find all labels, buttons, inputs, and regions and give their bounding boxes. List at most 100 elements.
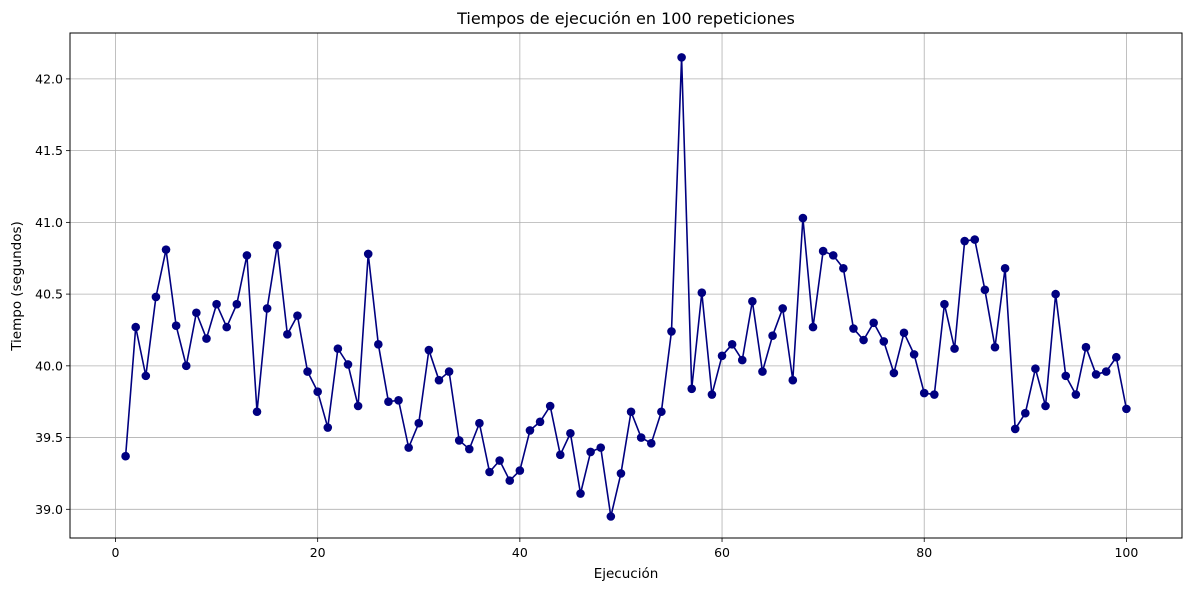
data-point (636, 433, 646, 442)
data-point (889, 368, 899, 378)
data-point (1081, 342, 1091, 352)
data-point (717, 351, 727, 361)
data-point (394, 395, 403, 405)
y-tick-label: 40.5 (35, 287, 63, 302)
data-point (566, 428, 575, 438)
data-point (485, 467, 494, 477)
data-point (121, 451, 130, 461)
data-point (181, 361, 191, 371)
data-point (1071, 390, 1081, 399)
data-point (839, 263, 848, 273)
data-point (626, 407, 636, 417)
data-point (192, 308, 201, 318)
data-point (444, 367, 454, 376)
data-point (1041, 401, 1050, 411)
data-point (930, 390, 939, 399)
data-point (727, 340, 737, 349)
data-point (293, 311, 302, 320)
x-tick-label: 80 (916, 545, 932, 560)
x-tick-label: 60 (714, 545, 730, 560)
data-point (545, 401, 555, 411)
y-tick-label: 39.0 (35, 502, 63, 517)
data-point (697, 288, 707, 297)
data-point (333, 344, 343, 353)
data-point (414, 418, 424, 428)
data-point (707, 390, 717, 399)
data-point (424, 345, 434, 355)
x-tick-label: 20 (310, 545, 326, 560)
data-point (222, 322, 231, 332)
data-point (970, 235, 980, 244)
data-point (677, 53, 686, 62)
plot-frame (69, 32, 1183, 539)
data-point (919, 388, 929, 398)
data-point (748, 296, 757, 306)
data-point (1000, 263, 1010, 273)
data-point (990, 342, 1000, 352)
data-point (646, 439, 656, 448)
data-point (272, 241, 282, 250)
data-point (687, 384, 697, 394)
data-point (849, 324, 858, 333)
data-point (323, 423, 333, 432)
data-point (212, 299, 221, 309)
axis-ticks: 0 20 40 60 80 100 39.0 39.5 40.0 40.5 41.0 41.5 42.0 (35, 71, 1138, 560)
data-point (950, 344, 959, 353)
data-point (151, 292, 161, 302)
data-point (374, 340, 383, 349)
data-point (454, 436, 464, 445)
data-point (535, 417, 545, 427)
data-point (616, 469, 626, 478)
data-point (737, 355, 747, 365)
data-point (606, 512, 616, 521)
data-point (768, 331, 777, 341)
data-point (161, 245, 171, 254)
data-point (232, 299, 242, 309)
data-point (1061, 371, 1071, 381)
y-tick-label: 39.5 (35, 430, 63, 445)
data-point (1031, 364, 1040, 374)
data-point (343, 360, 353, 369)
data-point (242, 251, 252, 260)
data-point (475, 418, 484, 428)
x-tick-label: 40 (512, 545, 528, 560)
data-point (828, 251, 838, 260)
data-point (798, 213, 808, 223)
data-point (353, 401, 363, 411)
data-series (121, 53, 1131, 521)
data-point (1051, 289, 1060, 299)
grid-lines (70, 33, 1182, 538)
x-tick-label: 100 (1114, 545, 1138, 560)
data-point (404, 443, 413, 452)
data-point (1021, 408, 1030, 418)
data-point (555, 450, 565, 460)
series-line (124, 56, 1128, 518)
data-point (131, 322, 141, 332)
data-point (283, 329, 292, 339)
data-point (202, 334, 211, 343)
data-point (869, 318, 878, 328)
data-point (495, 456, 504, 465)
data-point (465, 444, 474, 454)
data-point (758, 367, 767, 376)
data-point (1101, 367, 1111, 376)
data-point (586, 447, 595, 457)
data-point (879, 337, 889, 346)
data-point (313, 387, 322, 396)
data-point (940, 299, 949, 309)
data-point (303, 367, 312, 376)
data-point (141, 371, 151, 381)
data-point (1010, 424, 1020, 434)
data-point (808, 322, 818, 332)
x-axis-label: Ejecución (594, 566, 659, 582)
data-point (525, 426, 535, 435)
data-point (980, 285, 990, 295)
data-point (262, 304, 272, 313)
data-point (1122, 404, 1131, 414)
data-point (515, 466, 525, 475)
data-point (667, 327, 676, 336)
data-point (363, 249, 373, 259)
data-point (171, 321, 181, 330)
y-axis-label: Tiempo (segundos) (9, 221, 25, 352)
